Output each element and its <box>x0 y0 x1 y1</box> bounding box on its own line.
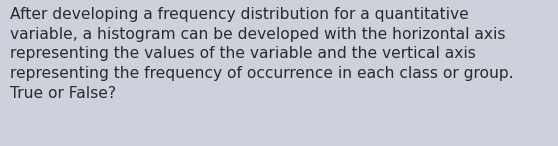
Text: After developing a frequency distribution for a quantitative
variable, a histogr: After developing a frequency distributio… <box>10 7 514 101</box>
